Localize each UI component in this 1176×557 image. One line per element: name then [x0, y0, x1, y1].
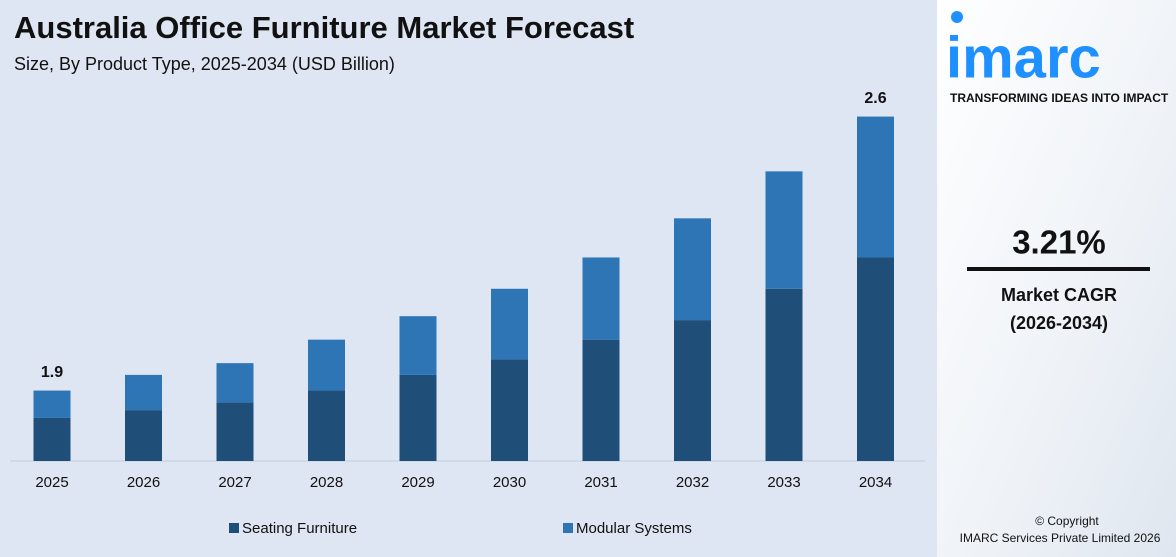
chart-subtitle: Size, By Product Type, 2025-2034 (USD Bi…: [14, 54, 395, 74]
bar-segment: [674, 218, 711, 321]
cagr-label: Market CAGR: [1001, 285, 1117, 305]
x-tick-label: 2033: [767, 474, 800, 491]
bar-segment: [399, 316, 437, 375]
bar-segment: [765, 288, 803, 461]
bar-segment: [308, 390, 345, 461]
bar-segment: [582, 339, 620, 461]
x-tick-label: 2028: [310, 474, 343, 491]
legend-swatch: [229, 523, 239, 533]
cagr-rule: [967, 267, 1150, 271]
bar-segment: [857, 116, 894, 258]
bar-segment: [33, 417, 71, 461]
cagr-value: 3.21%: [1012, 224, 1106, 261]
bar-segment: [491, 288, 528, 360]
x-tick-label: 2027: [218, 474, 251, 491]
legend-label: Seating Furniture: [242, 520, 357, 537]
bar-segment: [399, 374, 437, 461]
bar-segment: [125, 410, 162, 461]
plot: 2025 1.9 2026 2027 2028 2029 2030 2031 2032 2033 2…: [33, 90, 894, 537]
copyright: © Copyright: [1035, 514, 1099, 528]
bar-segment: [33, 390, 71, 418]
bar-segment: [125, 374, 162, 411]
total-label: 2.6: [864, 90, 886, 107]
logo-dot: [951, 11, 963, 23]
cagr-period: (2026-2034): [1010, 313, 1108, 333]
logo: imarc: [946, 25, 1101, 90]
bar-segment: [216, 363, 254, 403]
bar-segment: [216, 402, 254, 461]
x-tick-label: 2032: [676, 474, 709, 491]
bar-segment: [582, 257, 620, 340]
company: IMARC Services Private Limited 2026: [960, 531, 1161, 545]
x-tick-label: 2030: [493, 474, 526, 491]
bar-segment: [857, 257, 894, 461]
x-tick-label: 2029: [401, 474, 434, 491]
total-label: 1.9: [41, 364, 63, 381]
bar-segment: [308, 339, 345, 391]
x-tick-label: 2031: [584, 474, 617, 491]
x-tick-label: 2034: [859, 474, 892, 491]
x-tick-label: 2026: [127, 474, 160, 491]
tagline: TRANSFORMING IDEAS INTO IMPACT: [950, 91, 1169, 105]
bar-segment: [491, 359, 528, 461]
legend-label: Modular Systems: [576, 520, 692, 537]
chart-title: Australia Office Furniture Market Foreca…: [14, 10, 634, 45]
x-tick-label: 2025: [35, 474, 68, 491]
legend-swatch: [563, 523, 573, 533]
bar-segment: [674, 320, 711, 461]
sidebar-background: [937, 0, 1176, 557]
bar-segment: [765, 171, 803, 289]
